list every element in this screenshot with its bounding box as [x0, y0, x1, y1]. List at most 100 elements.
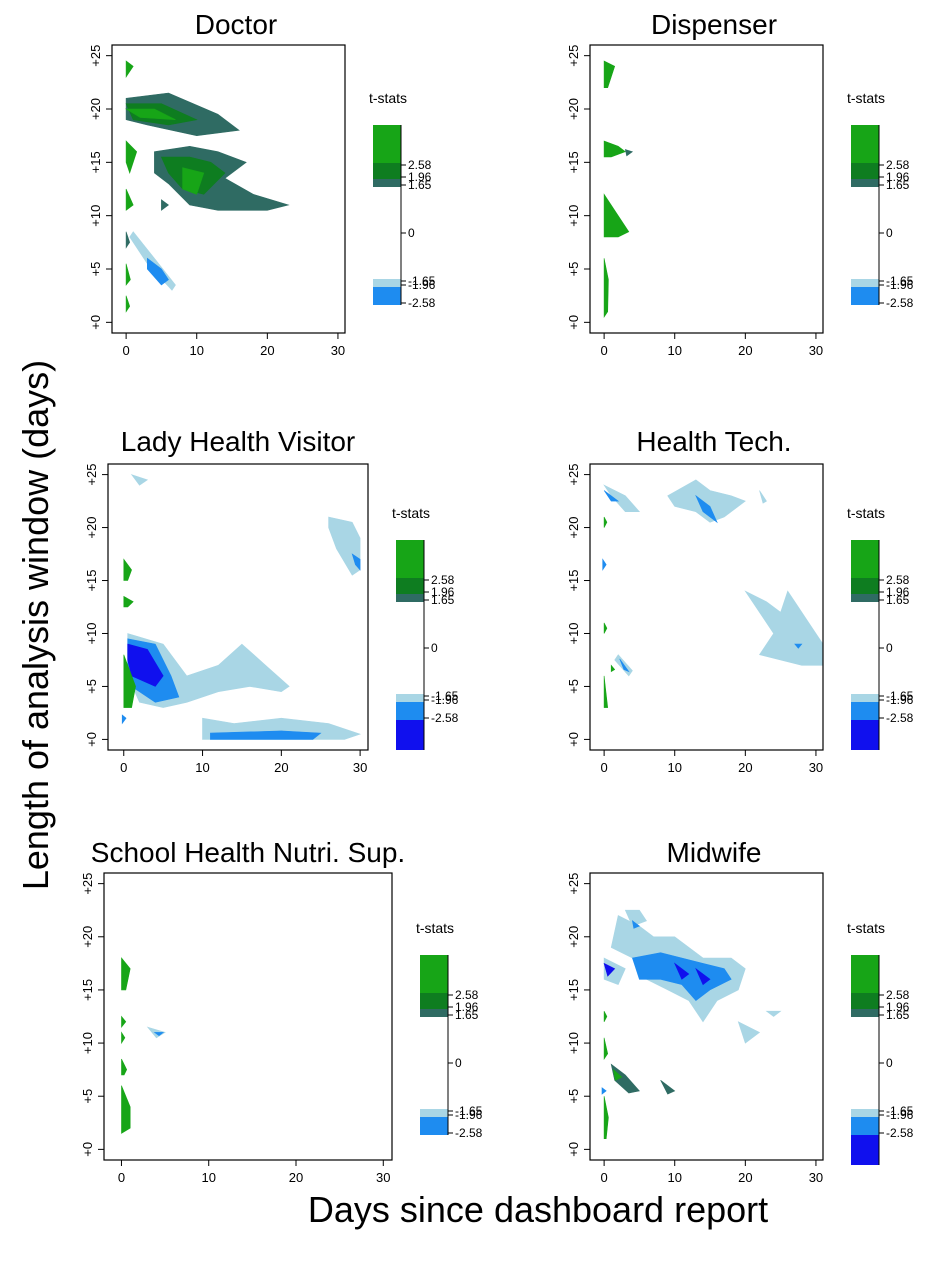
x-tick-label: 20: [260, 343, 274, 358]
legend-color-band: [851, 1017, 879, 1109]
plot-frame: [589, 872, 824, 1161]
y-tick-label: +5: [566, 262, 581, 277]
legend-label: 0: [886, 1056, 893, 1070]
contour-regions: [121, 474, 362, 740]
legend: t-stats 2.581.961.65 0 -1.65-1.96 -2.58: [847, 90, 914, 310]
contour-region-pos_258: [121, 957, 131, 991]
contour-region-pos_258: [123, 654, 136, 708]
panel-0: Doctor 0 10 20 30 +0 +5 +10 +15 +20 +25 t-stats 2.58…: [88, 9, 436, 358]
contour-region-neg_165: [737, 1021, 761, 1044]
y-tick-label: +5: [84, 679, 99, 694]
legend-color-band: [420, 1009, 448, 1017]
x-tick-label: 30: [376, 1170, 390, 1185]
contour-region-neg_165: [667, 479, 746, 523]
y-tick-label: +25: [566, 45, 581, 67]
y-tick-label: +25: [80, 873, 95, 895]
legend-color-band: [851, 125, 879, 163]
legend-label: 0: [455, 1056, 462, 1070]
contour-region-neg_165: [744, 590, 823, 666]
contour-region-pos_258: [123, 595, 134, 608]
y-tick-label: +20: [84, 517, 99, 539]
contour-region-pos_258: [612, 1068, 623, 1081]
legend-label: -1.96: [408, 278, 436, 292]
contour-region-pos_258: [121, 1058, 128, 1076]
legend-color-band: [851, 279, 879, 287]
contour-region-pos_258: [603, 60, 616, 88]
x-tick-label: 0: [601, 1170, 608, 1185]
legend-color-band: [851, 1109, 879, 1117]
legend-label: -2.58: [886, 711, 914, 725]
y-tick-label: +15: [566, 979, 581, 1001]
contour-region-pos_258: [603, 1011, 608, 1022]
x-tick-label: 30: [353, 760, 367, 775]
panel-4: School Health Nutri. Sup. 0 10 20 30 +0 +5 +10 +…: [80, 837, 483, 1185]
contour-regions: [121, 957, 166, 1134]
contour-regions: [603, 60, 634, 318]
contour-region-neg_196: [351, 553, 361, 571]
panel-title: Dispenser: [651, 9, 777, 40]
contour-region-pos_258: [603, 675, 609, 708]
contour-region-pos_258: [121, 1015, 127, 1028]
contour-regions: [601, 909, 782, 1139]
contour-region-pos_258: [603, 193, 630, 238]
legend-color-band: [851, 1135, 879, 1165]
legend-label: -1.96: [886, 693, 914, 707]
plot-frame: [107, 463, 369, 751]
y-tick-label: +5: [566, 679, 581, 694]
contour-region-neg_165: [603, 957, 626, 985]
legend-color-band: [851, 694, 879, 702]
y-tick-label: +0: [566, 732, 581, 747]
legend-color-band: [851, 955, 879, 993]
contour-region-pos_165: [624, 149, 634, 157]
contour-region-pos_258: [125, 60, 134, 78]
plot-frame: [111, 44, 346, 334]
legend-title: t-stats: [847, 920, 885, 936]
x-tick-label: 10: [189, 343, 203, 358]
legend-label: -1.65: [455, 1104, 483, 1118]
contour-region-pos_258: [121, 1031, 126, 1045]
panel-title: Midwife: [667, 837, 762, 868]
legend-color-band: [396, 578, 424, 594]
contour-region-pos_258: [125, 108, 176, 120]
contour-region-pos_258: [603, 516, 608, 528]
y-tick-label: +15: [84, 569, 99, 591]
y-tick-label: +25: [84, 464, 99, 486]
legend-label: -1.96: [431, 693, 459, 707]
legend-label: 0: [431, 641, 438, 655]
x-tick-label: 10: [667, 760, 681, 775]
y-tick-label: +20: [566, 926, 581, 948]
figure-x-axis-title: Days since dashboard report: [308, 1189, 768, 1230]
legend-label: -1.96: [455, 1108, 483, 1122]
legend-label: 1.96: [886, 170, 910, 184]
legend-label: -2.58: [408, 296, 436, 310]
contour-region-pos_258: [603, 140, 626, 158]
panels: Doctor 0 10 20 30 +0 +5 +10 +15 +20 +25 t-stats 2.58…: [80, 9, 914, 1185]
contour-region-pos_258: [603, 1037, 609, 1060]
contour-region-neg_165: [129, 231, 176, 291]
x-tick-label: 20: [738, 1170, 752, 1185]
legend-label: 1.96: [408, 170, 432, 184]
contour-region-neg_196: [210, 730, 322, 740]
x-tick-label: 10: [667, 1170, 681, 1185]
x-tick-label: 30: [331, 343, 345, 358]
panel-2: Lady Health Visitor 0 10 20 30 +0 +5 +10 +15 +20 +…: [84, 426, 459, 775]
plot-frame: [589, 44, 824, 334]
legend-color-band: [396, 702, 424, 720]
contour-region-pos_165: [125, 231, 131, 249]
contour-region-pos_258: [125, 295, 131, 313]
y-tick-label: +20: [88, 98, 103, 120]
legend-color-band: [420, 993, 448, 1009]
contour-region-pos_258: [603, 258, 609, 318]
legend-label: 1.65: [886, 1008, 910, 1022]
legend-color-band: [373, 179, 401, 187]
y-tick-label: +20: [566, 517, 581, 539]
panel-title: School Health Nutri. Sup.: [91, 837, 405, 868]
legend-color-band: [373, 287, 401, 305]
x-tick-label: 10: [201, 1170, 215, 1185]
legend-color-band: [851, 594, 879, 602]
legend-label: 2.58: [886, 573, 910, 587]
legend-label: 1.65: [408, 178, 432, 192]
y-tick-label: +0: [566, 1142, 581, 1157]
legend-title: t-stats: [416, 920, 454, 936]
contour-region-pos_258: [125, 140, 138, 174]
